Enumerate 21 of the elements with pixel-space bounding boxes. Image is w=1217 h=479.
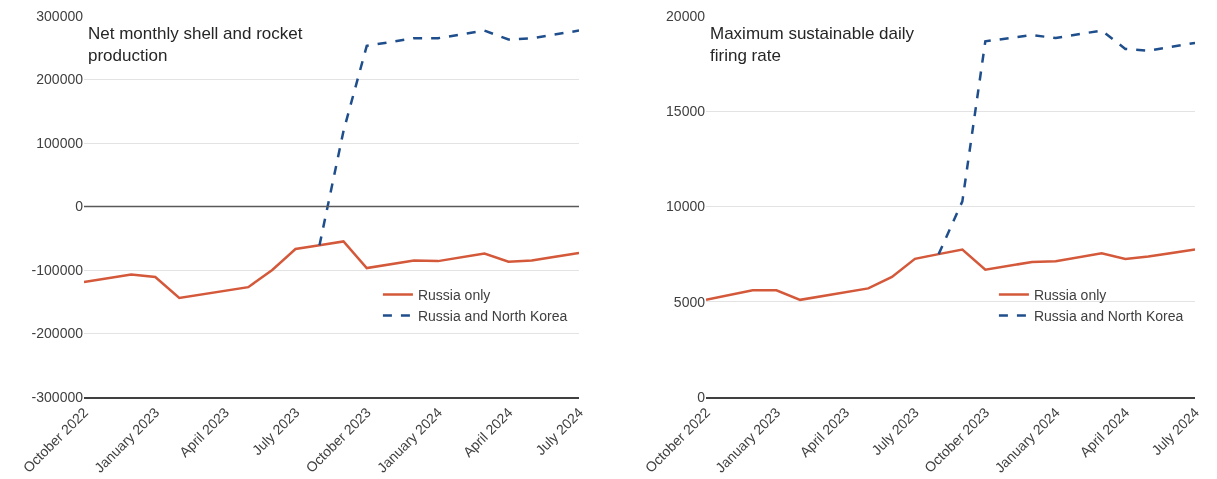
line-series (706, 248, 1195, 302)
y-tick-label: 0 (697, 388, 706, 405)
text: Net monthly shell and rocket production (88, 24, 303, 66)
y-tick-label: 10000 (666, 198, 706, 215)
line-series (937, 29, 1195, 256)
line-series (318, 29, 579, 247)
y-tick-label: 15000 (666, 103, 706, 120)
legend-label: Russia only (417, 286, 491, 303)
legend-label: Russia only (1033, 286, 1107, 303)
y-tick-label: 300000 (36, 7, 84, 24)
text: Maximum sustainable daily firing rate (710, 24, 915, 66)
legend-label: Russia and North Korea (1033, 308, 1184, 325)
legend-label: Russia and North Korea (417, 308, 568, 325)
y-tick-label: 20000 (666, 7, 706, 24)
y-tick-label: 5000 (673, 293, 706, 310)
y-tick-label: -300000 (31, 388, 84, 405)
y-tick-label: 200000 (36, 71, 84, 88)
y-tick-label: 100000 (36, 134, 84, 151)
y-tick-label: 0 (75, 198, 84, 215)
y-tick-label: -100000 (31, 261, 84, 278)
y-tick-label: -200000 (31, 325, 84, 342)
